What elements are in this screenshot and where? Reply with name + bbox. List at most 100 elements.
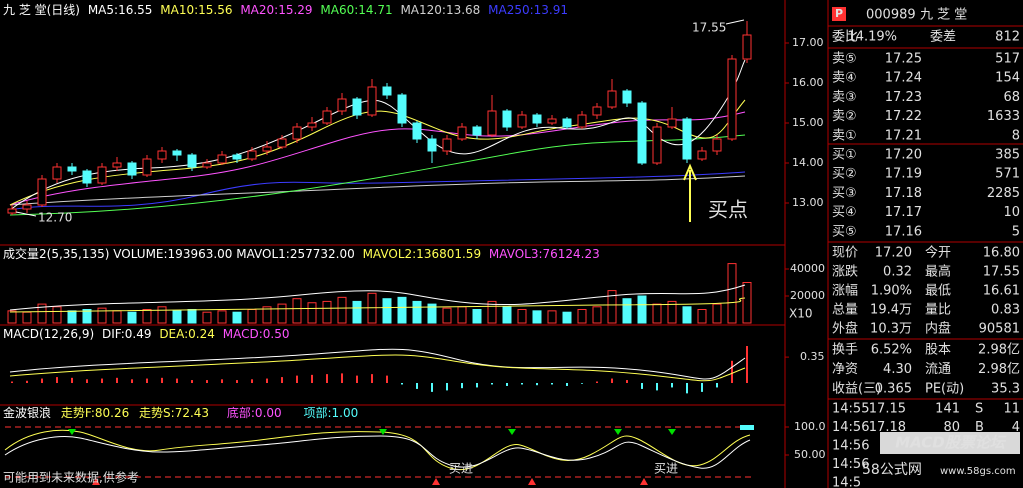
wave-f: 走势F:80.26	[61, 406, 129, 420]
volume-bar	[187, 309, 197, 324]
stat-value: 16.61	[983, 284, 1020, 299]
trade-time: 14:56	[832, 420, 869, 435]
order-volume: 2285	[987, 186, 1020, 201]
volume-bar	[592, 306, 602, 324]
volume-bar	[292, 298, 302, 324]
macd-value: MACD:0.50	[223, 327, 290, 341]
stat-label: 今开	[925, 245, 951, 261]
mavol-line	[9, 284, 746, 311]
buy-label: 买进	[449, 462, 473, 476]
candle-body	[202, 162, 212, 168]
order-volume: 517	[995, 52, 1020, 67]
volume-bar	[547, 310, 557, 324]
volume-bar	[277, 303, 287, 324]
p-icon-text: P	[835, 7, 843, 20]
stat-label: 最低	[925, 284, 951, 299]
volume-bar	[742, 282, 752, 324]
volume-bar	[517, 309, 527, 324]
order-label: 卖②	[832, 109, 857, 124]
ma120-line	[9, 175, 746, 206]
ma10: MA10:15.56	[160, 3, 232, 17]
watermark-forum: MACD股票论坛	[895, 434, 1007, 452]
volume-tick-label: 40000	[790, 262, 825, 275]
row-label: 委差	[930, 30, 956, 45]
order-price: 17.20	[885, 148, 922, 163]
watermark-bg	[880, 432, 1020, 454]
volume-bar	[577, 309, 587, 324]
volume-bar	[52, 306, 62, 324]
stat-value: 19.4万	[870, 303, 912, 318]
price-tick-label: 17.00	[792, 36, 824, 49]
price-axis: 17.00 16.00 15.00 14.00 13.00	[785, 36, 824, 209]
volume-bar	[97, 307, 107, 324]
order-volume: 385	[995, 148, 1020, 163]
volume-header: 成交量2(5,35,135) VOLUME:193963.00 MAVOL1:2…	[3, 246, 600, 261]
candle-body	[157, 150, 167, 160]
volume-bar	[37, 303, 47, 324]
candle-body	[277, 138, 287, 148]
volume-bar	[607, 290, 617, 324]
low-label: 12.70	[38, 211, 72, 225]
order-label: 买②	[832, 167, 857, 182]
order-price: 17.25	[885, 52, 922, 67]
stat-label: 内盘	[925, 321, 951, 337]
wave-name: 金波银浪	[3, 405, 51, 420]
candle-body	[697, 150, 707, 160]
order-volume: 154	[995, 71, 1020, 86]
candle-body	[652, 126, 662, 164]
candle-body	[517, 114, 527, 128]
order-volume: 5	[1012, 224, 1020, 239]
order-volume: 8	[1012, 128, 1020, 143]
volume-bar	[382, 298, 392, 324]
volume-bar	[532, 310, 542, 324]
volume-bar	[427, 303, 437, 324]
order-price: 17.17	[885, 205, 922, 220]
volume-bar	[157, 306, 167, 324]
ma5: MA5:16.55	[88, 3, 153, 17]
candle-body	[502, 110, 512, 128]
macd-header: MACD(12,26,9) DIF:0.49 DEA:0.24 MACD:0.5…	[3, 327, 289, 341]
stat-label: 涨跌	[832, 264, 858, 280]
candle-body	[397, 94, 407, 124]
stat-value: 35.3	[991, 382, 1020, 397]
mavol2: MAVOL2:136801.59	[363, 247, 482, 261]
order-label: 买⑤	[832, 224, 857, 239]
low-arrow	[15, 211, 37, 217]
high-arrow	[725, 19, 745, 25]
volume-bar	[322, 300, 332, 324]
candle-body	[442, 138, 452, 152]
volume-tick-label: 20000	[790, 289, 825, 302]
order-price: 17.24	[885, 71, 922, 86]
volume-bar	[712, 303, 722, 324]
mavol3: MAVOL3:76124.23	[489, 247, 600, 261]
macd-tick-label: 0.35	[800, 350, 825, 363]
volume-bar	[172, 310, 182, 324]
ma120: MA120:13.68	[400, 3, 480, 17]
stat-value: 2.98亿	[978, 343, 1020, 358]
order-price: 17.18	[885, 186, 922, 201]
order-label: 卖③	[832, 90, 857, 105]
candle-body	[217, 154, 227, 164]
volume-bar	[247, 309, 257, 324]
candle-body	[712, 138, 722, 152]
trade-price: 17.15	[869, 402, 906, 417]
order-volume: 1633	[987, 109, 1020, 124]
candle-body	[487, 110, 497, 136]
wave-axis: 100.0 50.00	[785, 420, 826, 461]
ma60-line	[9, 134, 746, 216]
candle-body	[7, 208, 17, 214]
candle-body	[427, 138, 437, 152]
candle-body	[307, 122, 317, 128]
order-volume: 68	[1003, 90, 1020, 105]
volume-bars: 40000 20000	[7, 262, 825, 324]
candle-body	[112, 162, 122, 168]
volume-bar	[457, 306, 467, 324]
candles	[7, 21, 752, 215]
volume-bar	[82, 309, 92, 324]
stat-value: 10.3万	[870, 322, 912, 337]
stock-code: 000989	[866, 8, 916, 23]
stat-label: PE(动)	[925, 382, 964, 397]
